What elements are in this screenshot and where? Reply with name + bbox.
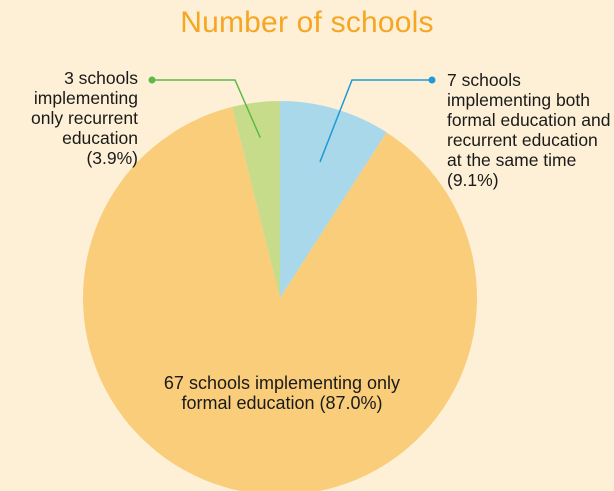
slice-label-formal-only: 67 schools implementing only formal educ… [163, 373, 401, 413]
slice-label-recurrent-only: 3 schools implementing only recurrent ed… [31, 68, 138, 168]
leader-both-dot [428, 76, 436, 84]
chart-title: Number of schools [180, 6, 434, 39]
leader-recurrent-only-line [152, 79, 261, 138]
slice-formal-only [83, 106, 477, 491]
leader-recurrent-only-dot [148, 76, 156, 84]
leader-both-line [319, 79, 432, 163]
slice-label-both: 7 schools implementing both formal educa… [447, 70, 611, 190]
slice-recurrent-only [232, 101, 280, 298]
slice-both [280, 101, 387, 298]
